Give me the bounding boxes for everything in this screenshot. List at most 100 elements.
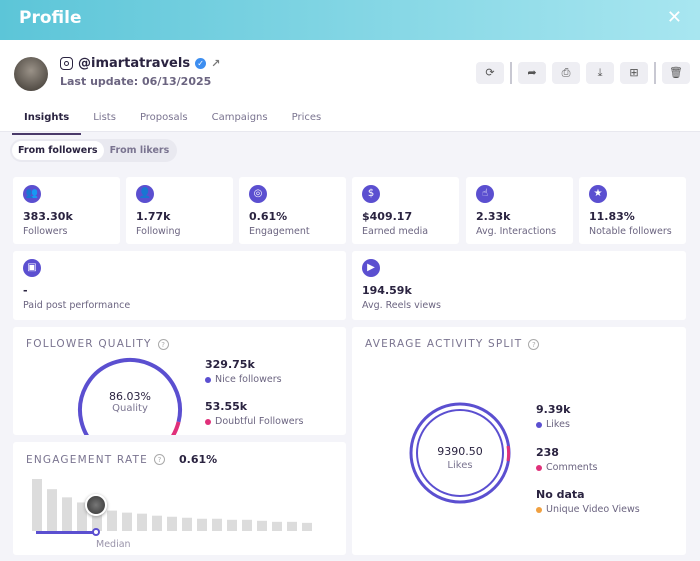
engagement-distribution	[32, 479, 312, 531]
refresh-button[interactable]: ⟳	[476, 62, 504, 84]
likes-value: 9.39k	[536, 403, 571, 416]
help-icon[interactable]: ?	[157, 338, 169, 350]
user-star-icon: ★	[589, 185, 607, 203]
doubtful-followers-label: Doubtful Followers	[215, 416, 304, 427]
doubtful-followers-value: 53.55k	[205, 400, 248, 413]
distribution-bar	[137, 513, 147, 531]
stat-card: ★ 11.83% Notable followers	[579, 177, 686, 244]
distribution-bar	[302, 522, 312, 531]
paid-post-icon: ▣	[23, 259, 41, 277]
stat-value: 2.33k	[476, 210, 511, 223]
dollar-icon: $	[362, 185, 380, 203]
stat-card: ▣ - Paid post performance	[13, 251, 346, 320]
distribution-bar	[152, 515, 162, 531]
stat-card: ▶ 194.59k Avg. Reels views	[352, 251, 686, 320]
quality-value: 86.03%	[109, 390, 151, 403]
nice-followers-label: Nice followers	[215, 374, 282, 385]
engagement-rate-card: ENGAGEMENT RATE? 0.61% Median	[13, 442, 346, 555]
section-title: ENGAGEMENT RATE	[26, 453, 148, 466]
help-icon[interactable]: ?	[153, 454, 165, 465]
play-icon: ▶	[362, 259, 380, 277]
stat-label: Earned media	[362, 226, 429, 237]
distribution-bar	[77, 502, 87, 531]
distribution-bar	[167, 516, 177, 531]
distribution-bar	[122, 512, 132, 531]
stat-label: Paid post performance	[23, 300, 131, 311]
tab-proposals[interactable]: Proposals	[139, 112, 188, 123]
distribution-bar	[182, 517, 192, 531]
video-views-label: Unique Video Views	[546, 504, 640, 515]
distribution-bar	[92, 505, 102, 531]
stat-value: 1.77k	[136, 210, 171, 223]
engagement-rate-value: 0.61%	[178, 453, 218, 466]
distribution-bar	[257, 520, 267, 531]
verified-icon: ✓	[195, 58, 207, 69]
section-title: FOLLOWER QUALITY	[26, 338, 152, 350]
stat-value: 0.61%	[249, 210, 288, 223]
profile-header: @imartatravels ✓ ↗ Last update: 06/13/20…	[0, 40, 700, 135]
stat-card: $ $409.17 Earned media	[352, 177, 459, 244]
close-icon[interactable]: ✕	[666, 7, 682, 28]
legend-dot	[205, 376, 211, 383]
donut-label: Likes	[447, 460, 473, 471]
distribution-bar	[272, 521, 282, 531]
likes-label: Likes	[546, 419, 570, 430]
tab-lists[interactable]: Lists	[93, 112, 116, 123]
stat-label: Engagement	[249, 226, 310, 237]
avatar	[14, 57, 48, 91]
help-icon[interactable]: ?	[528, 338, 540, 350]
stat-value: -	[23, 284, 28, 297]
tab-campaigns[interactable]: Campaigns	[211, 112, 268, 123]
add-button[interactable]: ⊞	[620, 62, 648, 84]
comments-value: 238	[536, 446, 559, 459]
distribution-bar	[227, 519, 237, 531]
legend-dot	[205, 418, 211, 425]
delete-button[interactable]: 🗑	[662, 62, 690, 84]
from-likers-option[interactable]: From likers	[109, 145, 170, 156]
stat-label: Avg. Interactions	[476, 226, 557, 237]
from-followers-option[interactable]: From followers	[12, 141, 104, 160]
stat-label: Following	[136, 226, 181, 237]
nice-followers-value: 329.75k	[205, 358, 255, 371]
external-link-icon[interactable]: ↗	[211, 57, 221, 70]
following-icon: 👤	[136, 185, 154, 203]
median-marker[interactable]	[92, 528, 100, 536]
distribution-bar	[242, 519, 252, 531]
tab-prices[interactable]: Prices	[291, 112, 322, 123]
instagram-icon	[60, 57, 73, 70]
tab-insights[interactable]: Insights	[12, 110, 82, 135]
stat-value: $409.17	[362, 210, 413, 223]
legend-dot	[536, 506, 542, 513]
video-views-value: No data	[536, 488, 585, 501]
page-title: Profile	[19, 8, 82, 28]
stat-value: 194.59k	[362, 284, 412, 297]
handle[interactable]: @imartatravels	[78, 56, 191, 71]
median-line	[36, 531, 96, 534]
stat-card: ☝ 2.33k Avg. Interactions	[466, 177, 573, 244]
header: Profile ✕	[0, 0, 700, 40]
distribution-bar	[47, 489, 57, 531]
follower-quality-card: FOLLOWER QUALITY? 86.03% Quality 329.75k…	[13, 327, 346, 435]
divider	[510, 62, 512, 84]
share-button[interactable]: ➦	[518, 62, 546, 84]
stat-value: 11.83%	[589, 210, 635, 223]
stat-label: Followers	[23, 226, 68, 237]
donut-value: 9390.50	[437, 445, 483, 458]
distribution-bar	[107, 510, 117, 531]
print-button[interactable]: ⎙	[552, 62, 580, 84]
stat-card: ◎ 0.61% Engagement	[239, 177, 346, 244]
source-toggle: From followers From likers	[10, 139, 178, 162]
hand-pointer-icon: ☝	[476, 185, 494, 203]
followers-icon: 👥	[23, 185, 41, 203]
median-label: Median	[96, 539, 131, 550]
activity-donut	[409, 402, 511, 504]
distribution-bar	[287, 521, 297, 531]
stat-card: 👥 383.30k Followers	[13, 177, 120, 244]
profile-pin-avatar	[85, 494, 107, 516]
stat-value: 383.30k	[23, 210, 73, 223]
download-button[interactable]: ⤓	[586, 62, 614, 84]
target-icon: ◎	[249, 185, 267, 203]
section-title: AVERAGE ACTIVITY SPLIT	[365, 338, 523, 350]
profile-name: @imartatravels ✓ ↗	[60, 56, 220, 71]
legend-dot	[536, 421, 542, 428]
